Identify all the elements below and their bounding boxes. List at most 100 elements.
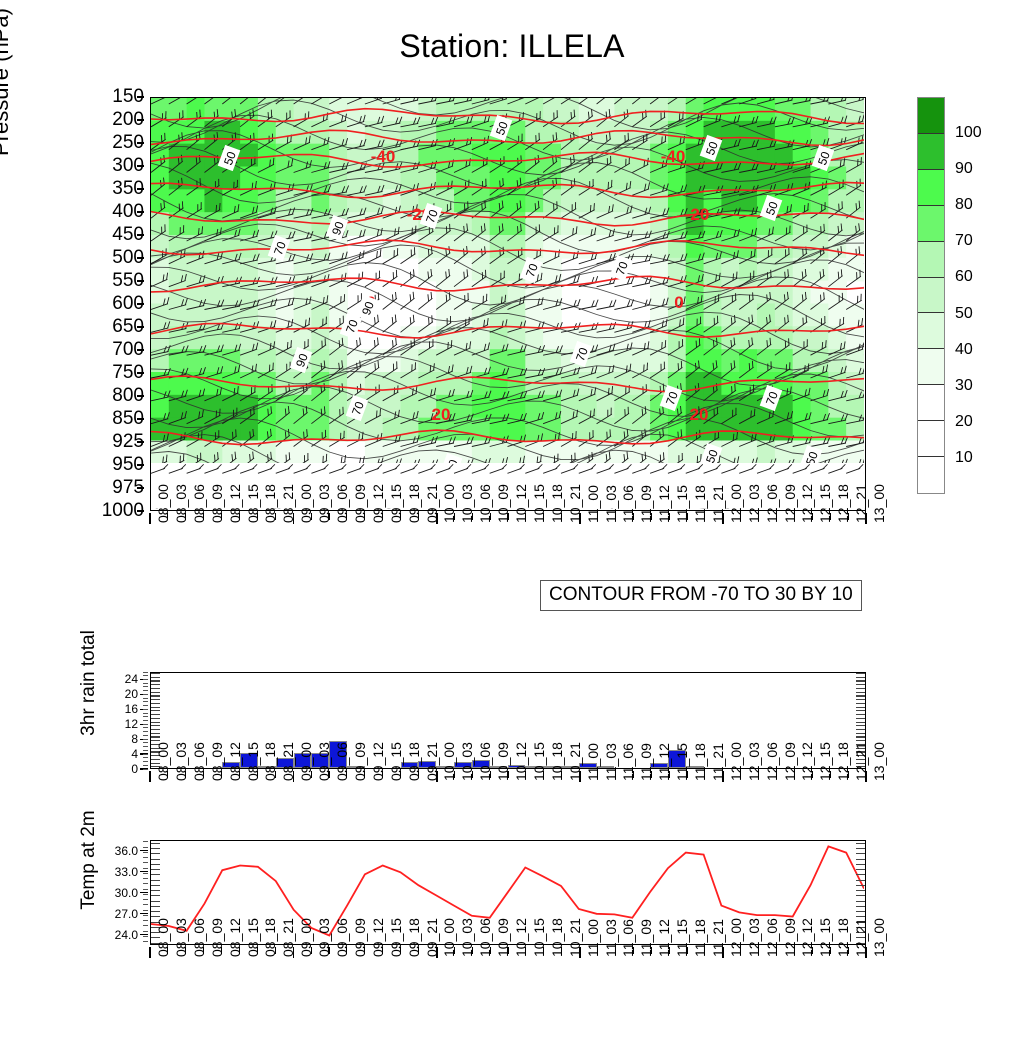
- x-tick-label: 09_09: [352, 484, 368, 523]
- x-tick-label: 09_18: [406, 742, 422, 781]
- x-tick-mark: [346, 947, 347, 954]
- time-height-cross-section[interactable]: -40-20020-40-200205050505070707070707090…: [150, 97, 866, 511]
- rain-y-tick-label: 0: [131, 762, 138, 776]
- x-tick-mark: [704, 771, 705, 778]
- x-tick-mark: [364, 947, 365, 954]
- x-tick-mark: [472, 947, 473, 954]
- rain-y-minor-tick: [143, 742, 148, 743]
- rain-y-minor-tick: [143, 686, 148, 687]
- x-tick-label: 12_06: [764, 918, 780, 957]
- x-tick-label: 09_00: [298, 918, 314, 957]
- main-y-tick-mark: [137, 441, 144, 442]
- x-tick-label: 09_00: [298, 484, 314, 523]
- x-tick-mark: [418, 947, 419, 954]
- x-tick-mark: [669, 947, 670, 954]
- temp-y-minor-tick: [143, 899, 148, 900]
- x-tick-label: 08_09: [209, 742, 225, 781]
- rain-y-minor-tick: [143, 761, 148, 762]
- x-tick-label: 12_06: [764, 484, 780, 523]
- rain-y-minor-tick: [143, 750, 148, 751]
- colorbar-band: [918, 313, 944, 349]
- x-tick-mark: [543, 947, 544, 954]
- x-tick-mark: [382, 771, 383, 778]
- x-tick-mark: [507, 513, 508, 520]
- page-title: Station: ILLELA: [0, 28, 1024, 65]
- rain-y-minor-tick: [143, 690, 148, 691]
- x-tick-label: 10_00: [441, 742, 457, 781]
- x-tick-label: 12_12: [799, 742, 815, 781]
- main-y-tick-mark: [137, 257, 144, 258]
- x-tick-mark: [239, 513, 240, 520]
- x-tick-label: 11_06: [620, 485, 636, 523]
- rain-y-minor-tick: [143, 724, 148, 725]
- x-tick-mark: [579, 771, 581, 782]
- main-y-tick-mark: [137, 165, 144, 166]
- x-tick-mark: [311, 947, 312, 954]
- x-tick-mark: [561, 771, 562, 778]
- x-tick-label: 08_00: [155, 918, 171, 957]
- x-tick-mark: [167, 513, 168, 520]
- x-tick-label: 11_18: [692, 743, 708, 781]
- x-tick-mark: [454, 513, 455, 520]
- x-tick-mark: [328, 513, 329, 520]
- x-tick-mark: [364, 771, 365, 778]
- x-tick-mark: [400, 513, 401, 520]
- temp-y-minor-tick: [143, 878, 148, 879]
- x-tick-label: 09_03: [316, 742, 332, 781]
- x-tick-mark: [221, 513, 222, 520]
- x-tick-label: 12_00: [728, 484, 744, 523]
- x-tick-label: 08_12: [227, 742, 243, 781]
- svg-text:-40: -40: [661, 147, 686, 166]
- x-tick-mark: [275, 947, 276, 954]
- main-y-axis-label: Pressure (hPa): [0, 0, 14, 232]
- x-tick-label: 10_09: [495, 918, 511, 957]
- x-tick-mark: [686, 513, 687, 520]
- x-tick-mark: [776, 771, 777, 778]
- x-tick-label: 12_12: [799, 484, 815, 523]
- x-tick-mark: [382, 947, 383, 954]
- x-tick-label: 09_06: [334, 918, 350, 957]
- x-tick-label: 12_00: [728, 918, 744, 957]
- x-tick-label: 11_09: [638, 919, 654, 957]
- main-y-tick-mark: [137, 234, 144, 235]
- x-tick-mark: [740, 513, 741, 520]
- x-tick-label: 08_03: [173, 742, 189, 781]
- x-tick-mark: [597, 513, 598, 520]
- rain-y-tick-label: 12: [125, 717, 138, 731]
- colorbar-band: [918, 278, 944, 314]
- x-tick-mark: [633, 513, 634, 520]
- x-tick-label: 08_03: [173, 918, 189, 957]
- x-tick-label: 11_15: [674, 485, 690, 523]
- temp-y-minor-tick: [143, 910, 148, 911]
- rain-y-tick-label: 24: [125, 672, 138, 686]
- x-tick-mark: [293, 513, 295, 524]
- x-tick-mark: [812, 771, 813, 778]
- colorbar-tick-label: 40: [955, 341, 973, 359]
- x-tick-label: 11_03: [603, 743, 619, 781]
- temp-y-minor-tick: [143, 931, 148, 932]
- x-tick-label: 09_03: [316, 484, 332, 523]
- colorbar-band: [918, 170, 944, 206]
- x-tick-label: 08_15: [245, 918, 261, 957]
- x-tick-mark: [418, 513, 419, 520]
- x-tick-label: 10_15: [531, 742, 547, 781]
- main-y-tick-mark: [137, 510, 144, 511]
- x-tick-mark: [597, 947, 598, 954]
- svg-text:-20: -20: [685, 205, 710, 224]
- contour-shading-canvas: -40-20020-40-200205050505070707070707090…: [151, 98, 864, 509]
- main-y-tick-mark: [137, 280, 144, 281]
- temp-y-minor-tick: [143, 894, 148, 895]
- colorbar-band: [918, 457, 944, 493]
- x-tick-label: 08_00: [155, 742, 171, 781]
- svg-text:-40: -40: [371, 147, 396, 166]
- temp-y-minor-tick: [143, 925, 148, 926]
- x-tick-label: 09_18: [406, 484, 422, 523]
- rain-y-minor-tick: [143, 735, 148, 736]
- x-tick-mark: [704, 947, 705, 954]
- colorbar-tick-label: 100: [955, 124, 982, 142]
- x-tick-label: 08_15: [245, 742, 261, 781]
- x-tick-mark: [830, 771, 831, 778]
- rain-y-minor-tick: [143, 765, 148, 766]
- x-tick-mark: [454, 771, 455, 778]
